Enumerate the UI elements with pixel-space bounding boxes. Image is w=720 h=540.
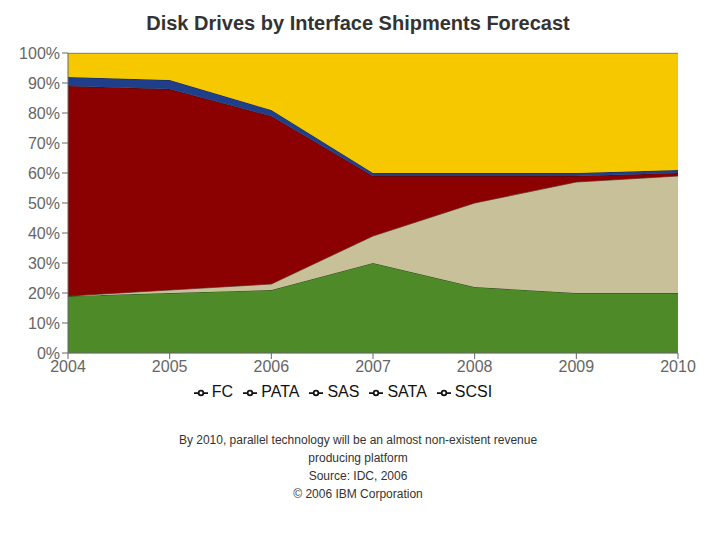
html-text:SAS: SAS xyxy=(327,383,360,400)
html-text:By 2010, parallel technology w: By 2010, parallel technology will be an … xyxy=(178,433,538,447)
svg-text:60%: 60% xyxy=(28,165,60,182)
svg-text:2009: 2009 xyxy=(559,358,595,375)
svg-text:80%: 80% xyxy=(28,105,60,122)
svg-text:70%: 70% xyxy=(28,135,60,152)
svg-text:30%: 30% xyxy=(28,255,60,272)
svg-text:40%: 40% xyxy=(28,225,60,242)
svg-text:2010: 2010 xyxy=(660,358,696,375)
svg-text:2005: 2005 xyxy=(152,358,188,375)
svg-text:100%: 100% xyxy=(19,45,60,62)
svg-text:90%: 90% xyxy=(28,75,60,92)
svg-text:2006: 2006 xyxy=(254,358,290,375)
html-text:producing platform: producing platform xyxy=(308,451,408,465)
svg-text:50%: 50% xyxy=(28,195,60,212)
html-text:© 2006 IBM Corporation: © 2006 IBM Corporation xyxy=(293,487,423,501)
svg-text:2007: 2007 xyxy=(355,358,391,375)
svg-text:10%: 10% xyxy=(28,315,60,332)
svg-text:2004: 2004 xyxy=(50,358,86,376)
svg-text:2008: 2008 xyxy=(457,358,493,375)
html-text:PATA: PATA xyxy=(261,383,300,400)
svg-text:0%: 0% xyxy=(37,345,60,362)
svg-text:20%: 20% xyxy=(28,285,60,302)
html-text:FC: FC xyxy=(211,383,234,400)
html-text:SCSI: SCSI xyxy=(454,383,493,400)
html-text:Source: IDC, 2006: Source: IDC, 2006 xyxy=(308,469,408,483)
html-text:SATA: SATA xyxy=(387,383,427,400)
html-text:Disk Drives by Interface Shipm: Disk Drives by Interface Shipments Forec… xyxy=(146,12,570,34)
